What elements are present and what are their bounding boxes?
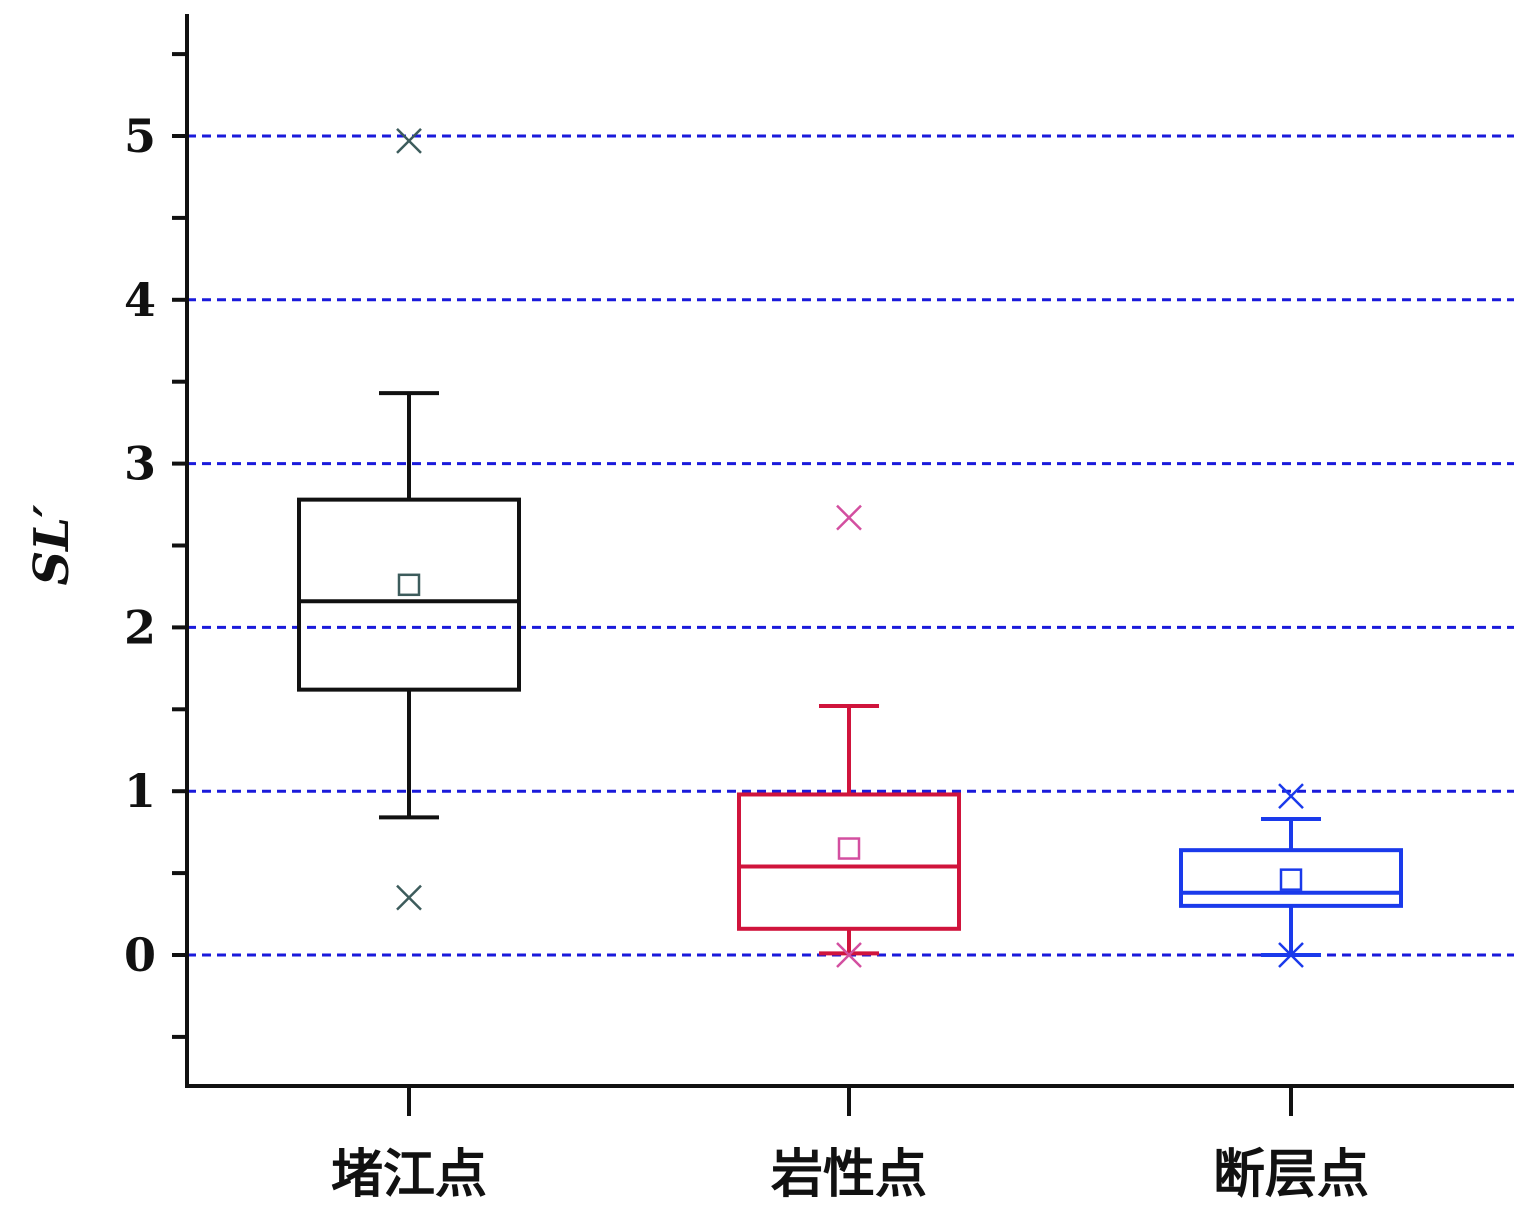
y-ticks: 0 1 2 3 4 5	[124, 52, 187, 1039]
extreme-marker-stroke	[1278, 942, 1304, 968]
box-iqr	[737, 792, 961, 931]
x-category-label: 岩性点	[771, 1145, 927, 1205]
extreme-marker	[836, 504, 862, 531]
grid-lines	[187, 134, 1514, 957]
boxes	[297, 128, 1403, 968]
axes	[185, 14, 1514, 1088]
mean-marker	[397, 573, 421, 597]
extreme-marker	[396, 128, 422, 154]
extreme-marker-stroke	[396, 128, 422, 154]
extreme-marker	[836, 942, 862, 968]
box-group	[737, 504, 961, 968]
x-ticks: 堵江点 岩性点 断层点	[331, 1086, 1369, 1205]
y-tick-label: 2	[124, 600, 156, 654]
mean-marker	[1279, 868, 1303, 891]
extreme-marker	[1278, 942, 1304, 968]
extreme-marker	[1278, 783, 1304, 809]
y-tick-label: 5	[124, 109, 156, 163]
box-iqr	[1179, 848, 1403, 908]
mean-marker	[837, 837, 861, 860]
y-tick-label: 1	[124, 764, 156, 818]
y-axis-title: SL′	[24, 504, 80, 585]
x-category-label: 堵江点	[331, 1145, 487, 1205]
y-tick-label: 0	[124, 928, 156, 982]
extreme-marker	[396, 884, 422, 911]
box-group	[1179, 783, 1403, 968]
y-tick-label: 3	[124, 437, 156, 491]
extreme-marker-stroke	[836, 942, 862, 968]
extreme-marker-stroke	[1278, 783, 1304, 809]
extreme-marker-stroke	[836, 504, 862, 531]
x-category-label: 断层点	[1213, 1145, 1369, 1205]
box-group	[297, 128, 521, 911]
extreme-marker-stroke	[396, 884, 422, 911]
y-tick-label: 4	[124, 273, 156, 327]
box-iqr	[297, 497, 521, 692]
